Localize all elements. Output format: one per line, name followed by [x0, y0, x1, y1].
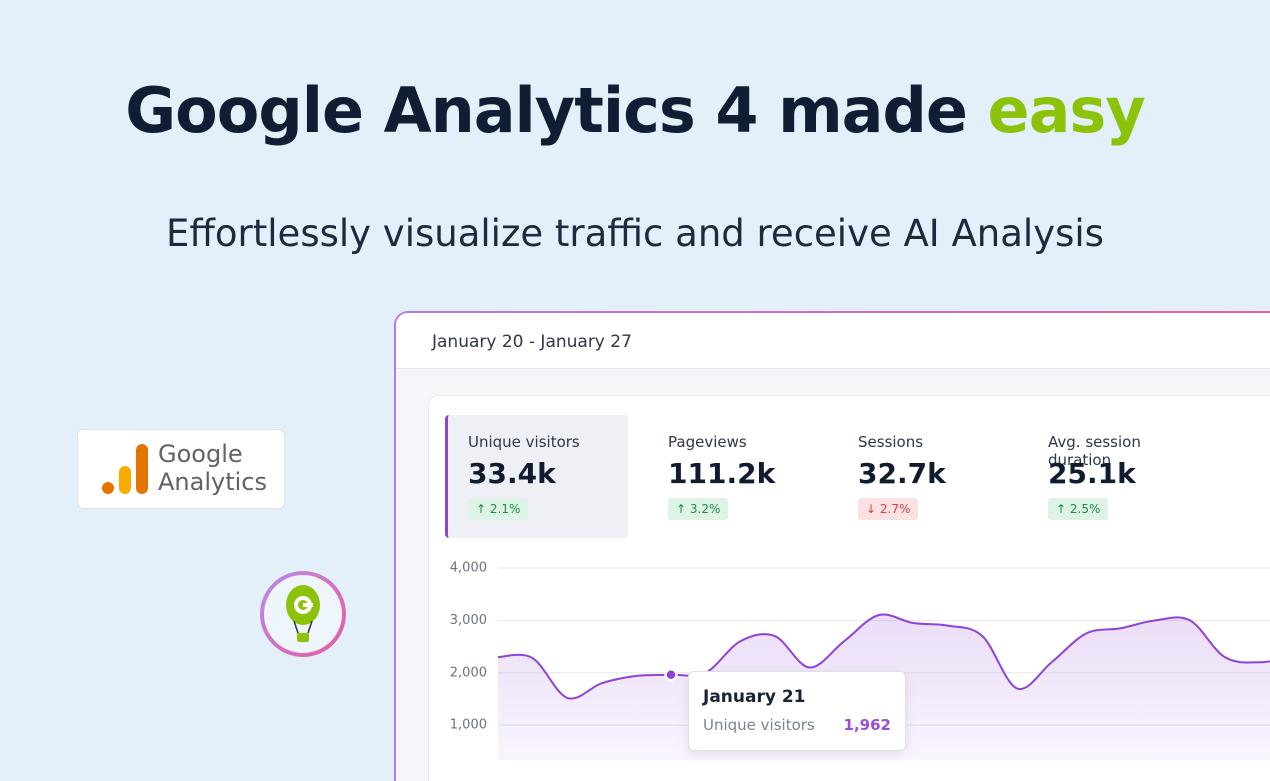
metric-label: Pageviews [668, 433, 747, 451]
headline-text: Google Analytics 4 made [125, 74, 968, 147]
metric-tile[interactable]: Avg. session duration 25.1k ↑ 2.5% [1028, 415, 1208, 538]
change-arrow: ↑ [476, 502, 490, 516]
metric-label: Unique visitors [468, 433, 580, 451]
page: Google Analytics 4 made easy Effortlessl… [0, 74, 1270, 781]
tooltip-title: January 21 [703, 687, 806, 707]
metric-label: Sessions [858, 433, 924, 451]
logo-icon [102, 444, 148, 494]
tooltip-series: Unique visitors [703, 716, 815, 734]
metric-change: ↑ 2.1% [468, 498, 529, 520]
date-range[interactable]: January 20 - January 27 [432, 332, 632, 352]
change-value: 3.2% [689, 502, 721, 516]
tooltip-value: 1,962 [843, 716, 891, 734]
metric-value: 33.4k [468, 457, 556, 490]
change-value: 2.5% [1069, 502, 1101, 516]
change-arrow: ↑ [1056, 502, 1070, 516]
y-tick-label: 2,000 [450, 665, 487, 680]
metric-value: 32.7k [858, 457, 946, 490]
logo-text: Analytics [158, 468, 267, 496]
metric-value: 111.2k [668, 457, 776, 490]
dashboard-header: January 20 - January 27 [396, 313, 1270, 369]
change-arrow: ↓ [866, 502, 880, 516]
line [498, 613, 1270, 700]
logo-text: Google [158, 440, 243, 468]
headline-highlight: easy [987, 74, 1146, 147]
app-badge [260, 571, 346, 657]
tooltip: January 21 Unique visitors 1,962 [688, 671, 906, 751]
chart: 1,000 2,000 3,000 4,000 [450, 561, 1270, 760]
subtitle: Effortlessly visualize traffic and recei… [166, 212, 1104, 255]
change-arrow: ↑ [676, 502, 690, 516]
metric-tile[interactable]: Unique visitors 33.4k ↑ 2.1% [445, 415, 628, 538]
y-tick-label: 3,000 [450, 613, 487, 628]
change-value: 2.1% [489, 502, 521, 516]
metric-change: ↑ 3.2% [668, 498, 729, 520]
y-tick-label: 4,000 [450, 561, 487, 576]
metric-value: 25.1k [1048, 457, 1136, 490]
highlight-point [664, 667, 678, 682]
metric-tile[interactable]: Sessions 32.7k ↓ 2.7% [838, 415, 1018, 538]
metric-change: ↑ 2.5% [1048, 498, 1109, 520]
metric-tile[interactable]: Pageviews 111.2k ↑ 3.2% [648, 415, 828, 538]
headline: Google Analytics 4 made easy [0, 74, 1270, 147]
metric-label: Avg. session duration [1048, 433, 1141, 469]
balloon-icon [286, 585, 320, 642]
y-tick-label: 1,000 [450, 718, 487, 733]
metric-change: ↓ 2.7% [858, 498, 919, 520]
change-value: 2.7% [879, 502, 911, 516]
google-analytics-logo: Google Analytics [77, 429, 285, 509]
